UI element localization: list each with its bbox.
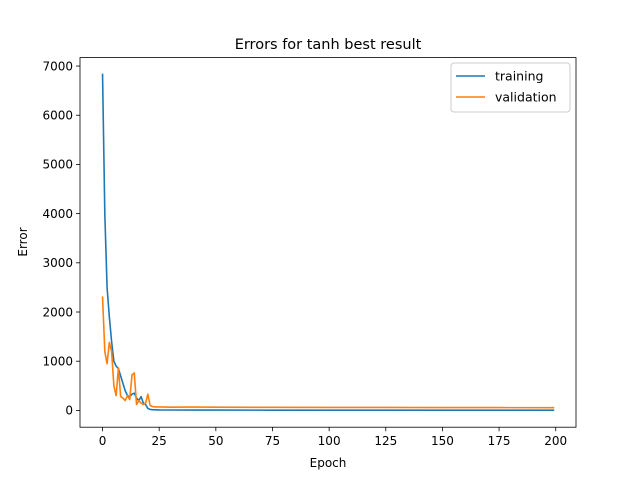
legend-label-validation: validation (495, 90, 557, 105)
y-tick-label: 7000 (42, 59, 73, 73)
x-tick-label: 125 (374, 434, 397, 448)
y-tick-label: 5000 (42, 158, 73, 172)
x-tick-label: 150 (431, 434, 454, 448)
x-tick-label: 50 (208, 434, 223, 448)
x-axis-label: Epoch (310, 456, 347, 470)
series-line-validation (101, 296, 555, 409)
series-layer (101, 73, 555, 412)
y-axis: 0 1000 2000 3000 4000 5000 6000 7000 (42, 59, 80, 418)
x-tick-label: 200 (544, 434, 567, 448)
x-tick-label: 100 (318, 434, 341, 448)
x-axis: 0 25 50 75 100 125 150 175 200 (99, 427, 567, 448)
x-tick-label: 25 (152, 434, 167, 448)
x-tick-label: 75 (265, 434, 280, 448)
legend: training validation (450, 62, 571, 113)
y-tick-label: 6000 (42, 109, 73, 123)
legend-label-training: training (495, 69, 543, 84)
plot-area (79, 57, 577, 428)
y-tick-label: 1000 (42, 355, 73, 369)
y-axis-label: Error (16, 227, 30, 256)
y-tick-label: 2000 (42, 305, 73, 319)
y-tick-label: 4000 (42, 207, 73, 221)
y-tick-label: 3000 (42, 256, 73, 270)
x-tick-label: 0 (99, 434, 107, 448)
x-tick-label: 175 (488, 434, 511, 448)
plot-background (80, 57, 576, 428)
y-tick-label: 0 (65, 404, 73, 418)
chart-title: Errors for tanh best result (235, 37, 422, 53)
plot-frame (79, 57, 577, 428)
